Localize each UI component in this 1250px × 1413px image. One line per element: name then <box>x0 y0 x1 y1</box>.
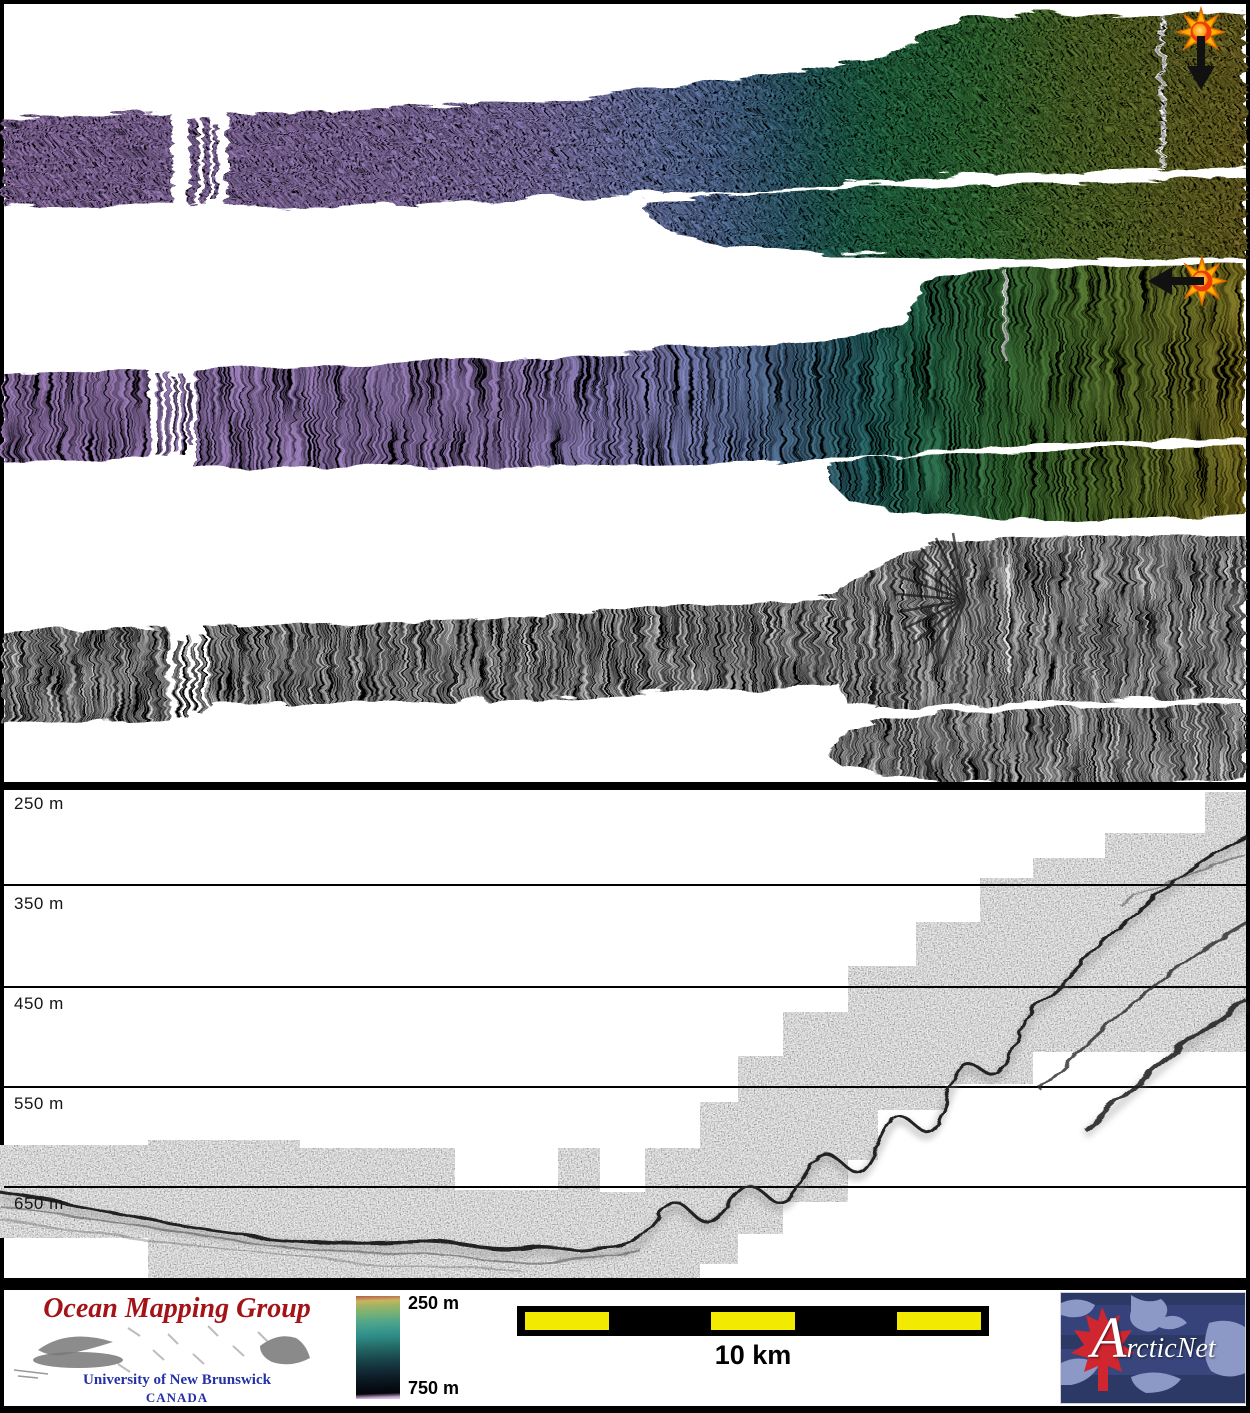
bird-sketch-left <box>38 1336 113 1356</box>
depth-colorbar <box>356 1296 400 1399</box>
colorbar-bottom-label: 750 m <box>408 1378 460 1398</box>
arcticnet-map-art <box>1061 1295 1245 1393</box>
bathymetry-panel-sun-side <box>0 262 1242 517</box>
scale-bar <box>517 1306 989 1336</box>
depth-gridlines <box>4 884 1246 1188</box>
arcticnet-wordmark: ArcticNet <box>1091 1307 1216 1369</box>
survey-panels-canvas <box>0 4 1250 1286</box>
left-arrow-icon <box>1148 267 1204 295</box>
scale-bar-segment <box>525 1312 609 1330</box>
scale-bar-segment <box>897 1312 981 1330</box>
depth-label-250: 250 m <box>14 794 64 813</box>
survey-turn-fan-lines <box>896 532 967 665</box>
arcticnet-logo: ArcticNet <box>1060 1292 1246 1404</box>
down-arrow-icon <box>1187 36 1215 90</box>
omg-subtitle: University of New Brunswick <box>83 1372 271 1388</box>
arctic-landmass-shapes <box>1061 1295 1245 1393</box>
depth-label-450: 450 m <box>14 994 64 1013</box>
subbottom-echogram-segments <box>0 792 1246 1278</box>
depth-label-650: 650 m <box>14 1194 64 1213</box>
maple-leaf-icon <box>1071 1307 1135 1391</box>
arcticnet-initial: A <box>1091 1305 1127 1370</box>
omg-title: Ocean Mapping Group <box>43 1293 311 1324</box>
depth-label-550: 550 m <box>14 1094 64 1113</box>
bathymetry-panel-sun-top <box>0 10 1242 257</box>
panel-divider <box>0 782 1250 790</box>
omg-country: CANADA <box>145 1390 209 1404</box>
scale-bar-segment <box>711 1312 795 1330</box>
backscatter-panel <box>0 532 1242 780</box>
seafloor-trace <box>0 834 1249 1271</box>
depth-label-350: 350 m <box>14 894 64 913</box>
panel-bottom-border <box>0 1278 1250 1286</box>
omg-sketch-art <box>13 1325 310 1379</box>
scale-bar-label: 10 km <box>714 1340 792 1370</box>
bird-sketch-right <box>260 1336 310 1365</box>
footer-bar: Ocean Mapping Group University of New Br… <box>0 1286 1250 1413</box>
arcticnet-rest: rcticNet <box>1126 1333 1216 1364</box>
omg-logo: Ocean Mapping Group University of New Br… <box>8 1292 346 1404</box>
colorbar-top-label: 250 m <box>408 1293 460 1313</box>
footer-inner: Ocean Mapping Group University of New Br… <box>4 1290 1246 1406</box>
